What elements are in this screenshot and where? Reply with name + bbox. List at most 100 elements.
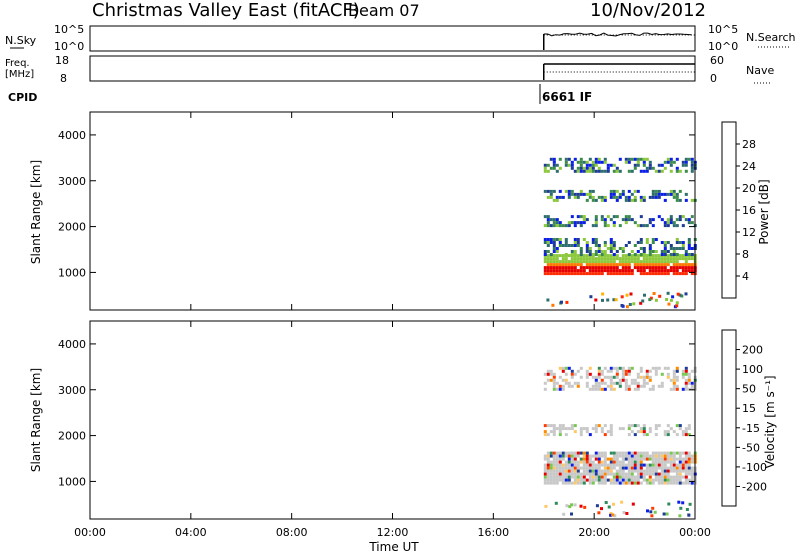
heatmap-cell: [690, 247, 694, 250]
heatmap-cell: [594, 475, 598, 479]
heatmap-cell: [594, 427, 598, 431]
heatmap-cell: [678, 254, 682, 258]
heatmap-cell: [597, 366, 601, 370]
heatmap-cell: [549, 238, 553, 241]
heatmap-cell: [552, 247, 556, 250]
heatmap-cell: [684, 163, 688, 167]
heatmap-cell: [624, 372, 628, 376]
ytick-label: 1000: [58, 266, 86, 279]
heatmap-cell: [576, 192, 580, 196]
heatmap-cell: [597, 166, 601, 170]
heatmap-cell: [639, 157, 643, 161]
heatmap-cell: [648, 457, 652, 461]
heatmap-cell: [645, 224, 649, 228]
heatmap-cell: [576, 195, 580, 199]
heatmap-cell: [543, 269, 547, 273]
heatmap-cell: [546, 378, 550, 382]
colorbar-tick-label: 28: [742, 138, 756, 151]
heatmap-cell: [687, 218, 691, 222]
heatmap-cell: [615, 369, 619, 373]
heatmap-cell: [570, 189, 574, 193]
heatmap-cell: [555, 381, 559, 385]
heatmap-cell: [687, 460, 691, 464]
heatmap-cell: [654, 298, 658, 302]
xtick-label: 00:00: [679, 526, 711, 539]
heatmap-cell: [645, 266, 649, 270]
heatmap-cell: [582, 475, 586, 479]
heatmap-cell: [552, 454, 556, 458]
heatmap-cell: [654, 433, 658, 437]
heatmap-cell: [543, 257, 547, 261]
heatmap-cell: [645, 260, 649, 264]
heatmap-cell: [549, 257, 553, 261]
heatmap-cell: [667, 302, 671, 306]
heatmap-cell: [552, 189, 556, 193]
heatmap-cell: [573, 241, 577, 244]
heatmap-cell: [681, 163, 685, 167]
heatmap-cell: [558, 451, 562, 455]
heatmap-cell: [603, 269, 607, 273]
heatmap-cell: [648, 481, 652, 485]
heatmap-cell: [543, 189, 547, 193]
heatmap-cell: [666, 481, 670, 485]
heatmap-cell: [669, 469, 673, 473]
heatmap-cell: [576, 460, 580, 464]
heatmap-cell: [663, 475, 667, 479]
heatmap-cell: [600, 218, 604, 222]
heatmap-cell: [591, 463, 595, 467]
heatmap-cell: [642, 463, 646, 467]
heatmap-cell: [612, 463, 616, 467]
heatmap-cell: [555, 478, 559, 482]
heatmap-cell: [636, 163, 640, 167]
heatmap-cell: [588, 366, 592, 370]
heatmap-cell: [603, 475, 607, 479]
heatmap-cell: [609, 241, 613, 244]
heatmap-cell: [576, 384, 580, 388]
heatmap-cell: [594, 469, 598, 473]
heatmap-cell: [576, 369, 580, 373]
heatmap-cell: [543, 381, 547, 385]
heatmap-cell: [567, 454, 571, 458]
heatmap-cell: [639, 266, 643, 270]
heatmap-cell: [561, 463, 565, 467]
heatmap-cell: [660, 454, 664, 458]
heatmap-cell: [627, 215, 631, 219]
heatmap-cell: [570, 451, 574, 455]
heatmap-cell: [549, 157, 553, 161]
heatmap-cell: [624, 257, 628, 261]
heatmap-cell: [666, 460, 670, 464]
heatmap-cell: [558, 195, 562, 199]
heatmap-cell: [663, 469, 667, 473]
heatmap-cell: [687, 457, 691, 461]
heatmap-cell: [564, 260, 568, 264]
heatmap-cell: [624, 195, 628, 199]
heatmap-cell: [675, 463, 679, 467]
heatmap-cell: [582, 238, 586, 241]
heatmap-cell: [549, 454, 553, 458]
heatmap-cell: [653, 510, 657, 514]
heatmap-cell: [648, 218, 652, 222]
heatmap-cell: [615, 451, 619, 455]
heatmap-cell: [546, 215, 550, 219]
heatmap-cell: [615, 478, 619, 482]
heatmap-cell: [555, 460, 559, 464]
heatmap-cell: [576, 221, 580, 225]
heatmap-cell: [678, 189, 682, 193]
heatmap-cell: [595, 504, 599, 508]
heatmap-cell: [609, 387, 613, 391]
heatmap-cell: [645, 454, 649, 458]
heatmap-cell: [591, 272, 595, 276]
heatmap-cell: [663, 221, 667, 225]
heatmap-cell: [669, 298, 673, 302]
heatmap-cell: [642, 384, 646, 388]
heatmap-cell: [568, 505, 572, 509]
heatmap-cell: [654, 454, 658, 458]
heatmap-cell: [588, 260, 592, 264]
heatmap-cell: [573, 466, 577, 470]
heatmap-cell: [570, 266, 574, 270]
heatmap-cell: [618, 463, 622, 467]
date-label: 10/Nov/2012: [590, 0, 706, 21]
heatmap-cell: [564, 266, 568, 270]
heatmap-cell: [612, 387, 616, 391]
